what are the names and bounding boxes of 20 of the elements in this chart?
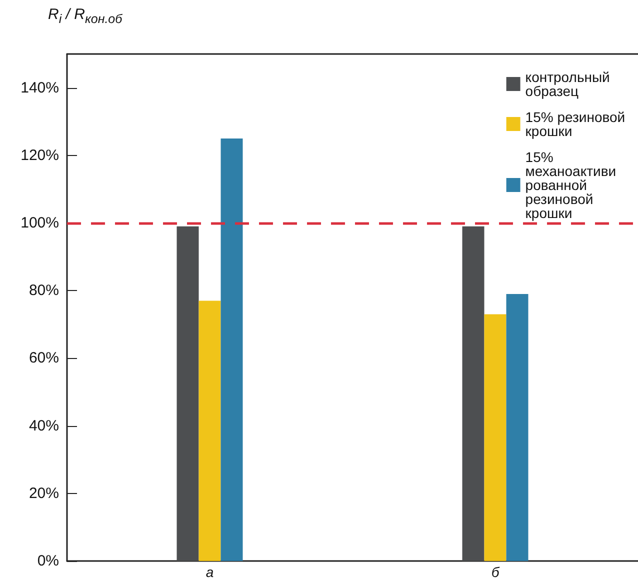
- y-tick-label: 60%: [28, 350, 59, 367]
- bar: [176, 226, 199, 561]
- legend-label: 15% механоактивированной резиновой крошки: [525, 149, 616, 221]
- y-tick-label: 120%: [20, 146, 59, 164]
- x-tick-label: б: [491, 564, 500, 580]
- bar: [484, 314, 506, 561]
- legend-label: 15% резиновой крошки: [525, 109, 630, 139]
- y-tick-label: 100%: [20, 214, 59, 232]
- y-tick-label: 0%: [37, 552, 59, 570]
- bar: [506, 294, 528, 561]
- x-tick-label: а: [206, 564, 214, 580]
- y-axis-title: R$_{i}$ / R$_{кон.об}$: [48, 6, 122, 26]
- y-tick-label: 80%: [28, 282, 59, 300]
- bar: [198, 300, 221, 561]
- legend-label: контрольный образец: [525, 69, 614, 99]
- bar: [462, 226, 484, 561]
- y-tick-label: 140%: [20, 79, 59, 96]
- y-tick-label: 20%: [28, 484, 59, 502]
- y-tick-label: 40%: [28, 417, 59, 434]
- bar: [220, 138, 243, 561]
